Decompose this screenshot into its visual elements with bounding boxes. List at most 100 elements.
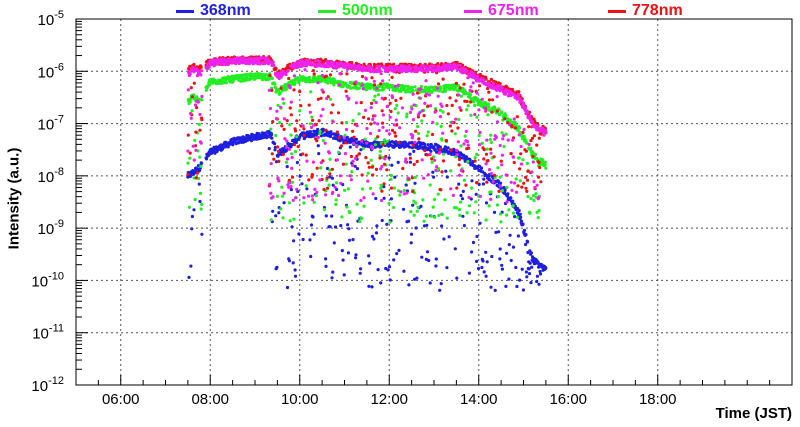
data-point	[506, 192, 510, 196]
y-tick-label-1: 10-11	[32, 323, 64, 343]
data-point	[317, 152, 321, 156]
data-point	[410, 107, 414, 111]
data-point	[366, 179, 370, 183]
data-point	[472, 211, 476, 215]
data-point	[226, 145, 230, 149]
data-point	[449, 187, 453, 191]
data-point	[419, 204, 423, 208]
data-point	[461, 214, 465, 218]
data-point	[343, 188, 347, 192]
data-point	[311, 69, 315, 73]
data-point	[273, 142, 277, 146]
data-point	[490, 254, 494, 259]
data-point	[411, 203, 415, 207]
data-point	[394, 98, 398, 102]
data-point	[369, 158, 373, 162]
data-point	[500, 267, 504, 271]
data-point	[346, 251, 350, 255]
data-point	[484, 201, 489, 205]
data-point	[298, 109, 302, 113]
data-point	[186, 88, 190, 92]
data-point	[426, 70, 430, 74]
data-point	[389, 186, 393, 190]
data-point	[506, 121, 510, 125]
data-point	[288, 86, 292, 90]
data-point	[458, 63, 462, 67]
data-point	[379, 82, 383, 86]
data-point	[339, 144, 344, 148]
data-point	[355, 167, 360, 171]
data-point	[192, 208, 196, 212]
data-point	[403, 160, 407, 164]
data-point	[481, 259, 485, 263]
data-point	[500, 263, 504, 267]
data-point	[368, 186, 373, 190]
data-point	[450, 129, 454, 133]
data-point	[485, 180, 489, 184]
data-point	[485, 138, 489, 142]
data-point	[497, 189, 501, 193]
data-point	[380, 218, 384, 223]
data-point	[465, 108, 469, 112]
data-point	[368, 261, 372, 265]
data-point	[395, 123, 399, 127]
data-point	[198, 199, 202, 204]
data-point	[360, 74, 365, 79]
data-point	[354, 80, 358, 84]
data-point	[413, 181, 417, 185]
data-point	[447, 235, 451, 239]
data-point	[375, 224, 379, 228]
data-point	[498, 247, 502, 251]
data-point	[268, 106, 272, 111]
data-point	[492, 81, 496, 85]
data-point	[412, 213, 416, 217]
data-point	[270, 132, 274, 137]
data-point	[542, 133, 546, 137]
data-point	[396, 83, 400, 87]
data-point	[512, 92, 516, 96]
data-point	[335, 130, 339, 134]
data-point	[287, 259, 291, 263]
data-point	[502, 186, 506, 190]
data-point	[328, 157, 332, 161]
data-point	[385, 222, 389, 226]
data-point	[354, 101, 358, 105]
data-point	[474, 192, 478, 196]
data-point	[279, 207, 283, 211]
data-point	[437, 64, 441, 68]
data-point	[368, 131, 373, 136]
data-point	[284, 72, 288, 77]
data-point	[373, 143, 377, 147]
data-point	[269, 218, 273, 222]
data-point	[444, 139, 449, 143]
data-point	[355, 145, 359, 149]
data-point	[311, 160, 315, 164]
data-point	[453, 132, 457, 136]
data-point	[295, 187, 299, 191]
data-point	[277, 88, 281, 92]
data-point	[381, 113, 385, 117]
data-point	[330, 276, 334, 280]
data-point	[198, 112, 202, 117]
data-point	[273, 82, 277, 86]
data-point	[484, 250, 488, 254]
data-point	[479, 100, 483, 104]
data-point	[287, 76, 291, 81]
data-point	[477, 182, 481, 186]
data-point	[379, 167, 383, 171]
data-point	[486, 113, 490, 117]
data-point	[327, 151, 331, 155]
data-point	[467, 271, 471, 275]
data-point	[473, 112, 477, 117]
data-point	[537, 209, 541, 213]
data-point	[390, 128, 395, 132]
data-point	[381, 121, 385, 125]
data-point	[519, 219, 524, 223]
data-point	[308, 238, 312, 242]
data-point	[387, 201, 391, 206]
data-point	[277, 159, 281, 163]
data-point	[278, 91, 282, 95]
data-point	[499, 220, 503, 224]
data-point	[446, 112, 450, 116]
data-point	[383, 96, 387, 100]
